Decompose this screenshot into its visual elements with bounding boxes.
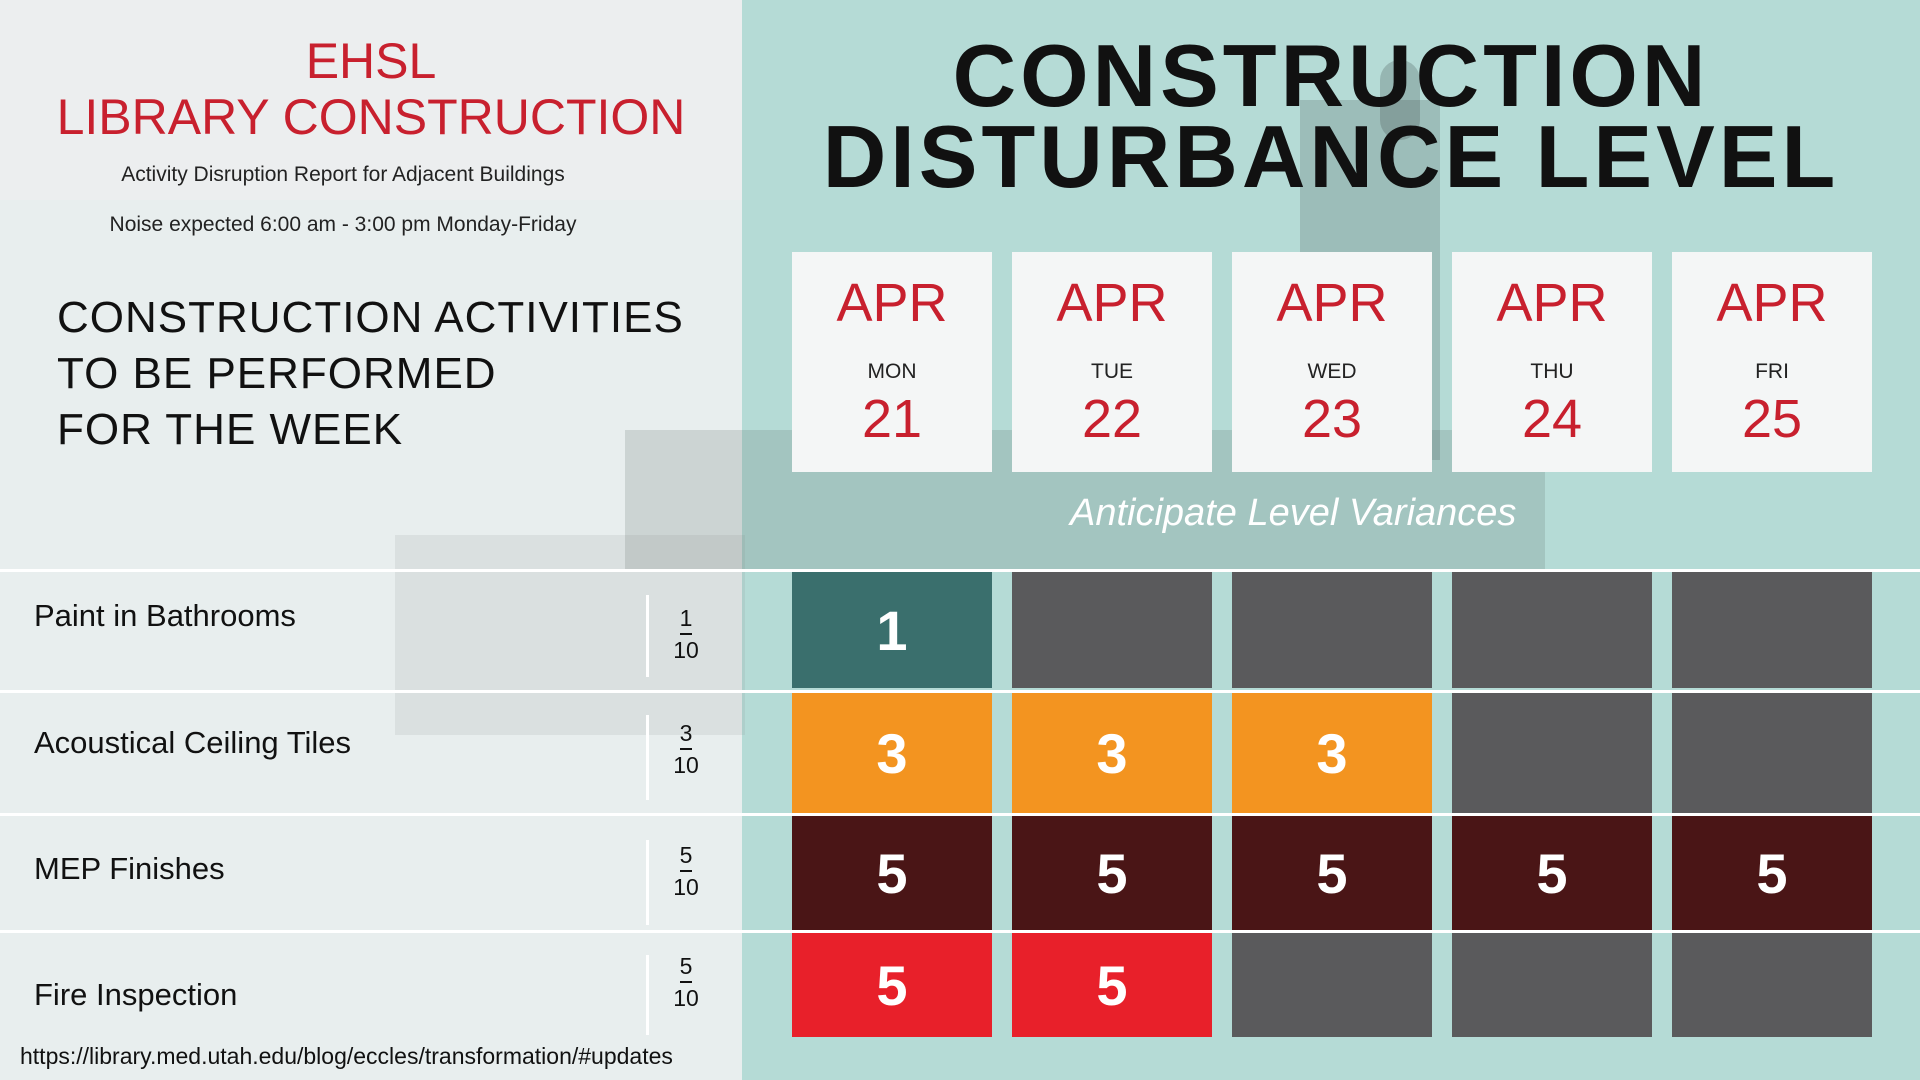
day-month: APR (836, 273, 948, 333)
day-of-week: FRI (1755, 360, 1789, 383)
activity-divider (646, 840, 649, 925)
day-date: 24 (1521, 389, 1583, 449)
fraction-bar (680, 981, 692, 983)
day-month: APR (1276, 273, 1388, 333)
day-month: APR (1056, 273, 1168, 333)
ehsl-title: EHSL (305, 33, 437, 89)
activity-divider (646, 715, 649, 800)
disturbance-level-cell: 3 (1232, 693, 1432, 813)
empty-level-cell (1012, 572, 1212, 688)
activity-divider (646, 955, 649, 1035)
level-numerator: 1 (679, 605, 693, 631)
disturbance-level-cell: 5 (1012, 933, 1212, 1037)
disturbance-level-cell: 5 (792, 933, 992, 1037)
disturbance-level-cell: 3 (1012, 693, 1212, 813)
level-numerator: 5 (679, 953, 693, 979)
activities-heading-line: CONSTRUCTION ACTIVITIES (57, 293, 684, 342)
day-date: 25 (1741, 389, 1803, 449)
activity-divider (646, 595, 649, 677)
day-month: APR (1496, 273, 1608, 333)
level-denominator: 10 (673, 985, 699, 1011)
day-card-fri: APR FRI 25 (1672, 252, 1872, 472)
fraction-bar (680, 748, 692, 750)
disturbance-level-cell: 5 (1452, 816, 1652, 930)
empty-level-cell (1452, 933, 1652, 1037)
day-of-week: TUE (1091, 360, 1133, 383)
day-of-week: WED (1307, 360, 1357, 383)
background-sculpture-top-image (1380, 60, 1420, 140)
library-construction-title: LIBRARY CONSTRUCTION (56, 89, 686, 145)
fraction-bar (680, 633, 692, 635)
disturbance-level-cell: 5 (792, 816, 992, 930)
day-card-tue: APR TUE 22 (1012, 252, 1212, 472)
empty-level-cell (1452, 693, 1652, 813)
fraction-bar (680, 870, 692, 872)
empty-level-cell (1672, 572, 1872, 688)
noise-note: Noise expected 6:00 am - 3:00 pm Monday-… (109, 213, 577, 236)
activity-level-fraction: 5 10 (660, 953, 712, 1011)
disturbance-level-cell: 5 (1232, 816, 1432, 930)
disturbance-level-cell: 3 (792, 693, 992, 813)
disturbance-level-cell: 5 (1672, 816, 1872, 930)
empty-level-cell (1452, 572, 1652, 688)
variance-note: Anticipate Level Variances (1070, 492, 1517, 534)
level-numerator: 3 (679, 720, 693, 746)
empty-level-cell (1232, 933, 1432, 1037)
left-header-band (0, 0, 742, 200)
empty-level-cell (1672, 693, 1872, 813)
activities-heading: CONSTRUCTION ACTIVITIES TO BE PERFORMED … (57, 290, 684, 458)
day-card-thu: APR THU 24 (1452, 252, 1652, 472)
day-of-week: MON (867, 360, 917, 383)
empty-level-cell (1672, 933, 1872, 1037)
report-subtitle: Activity Disruption Report for Adjacent … (121, 163, 565, 186)
activity-name: Fire Inspection (34, 977, 238, 1012)
background-car-image (395, 535, 745, 735)
day-date: 22 (1081, 389, 1143, 449)
day-date: 23 (1301, 389, 1363, 449)
footer-url[interactable]: https://library.med.utah.edu/blog/eccles… (20, 1043, 673, 1069)
empty-level-cell (1232, 572, 1432, 688)
row-divider (0, 813, 1920, 816)
disturbance-level-cell: 1 (792, 572, 992, 688)
main-title-line1: CONSTRUCTION (952, 26, 1710, 125)
activity-level-fraction: 3 10 (660, 720, 712, 778)
level-denominator: 10 (673, 637, 699, 663)
activity-level-fraction: 5 10 (660, 842, 712, 900)
day-of-week: THU (1530, 360, 1574, 383)
main-title-line2: DISTURBANCE LEVEL (822, 107, 1840, 206)
day-month: APR (1716, 273, 1828, 333)
level-denominator: 10 (673, 752, 699, 778)
row-divider (0, 569, 1920, 572)
level-denominator: 10 (673, 874, 699, 900)
row-divider (0, 690, 1920, 693)
activity-name: Acoustical Ceiling Tiles (34, 725, 352, 760)
activity-level-fraction: 1 10 (660, 605, 712, 663)
level-numerator: 5 (679, 842, 693, 868)
activity-name: Paint in Bathrooms (34, 598, 296, 633)
activities-heading-line: FOR THE WEEK (57, 405, 404, 454)
day-date: 21 (861, 389, 923, 449)
row-divider (0, 930, 1920, 933)
day-card-wed: APR WED 23 (1232, 252, 1432, 472)
activity-name: MEP Finishes (34, 851, 225, 886)
activities-heading-line: TO BE PERFORMED (57, 349, 497, 398)
disturbance-level-cell: 5 (1012, 816, 1212, 930)
day-card-mon: APR MON 21 (792, 252, 992, 472)
